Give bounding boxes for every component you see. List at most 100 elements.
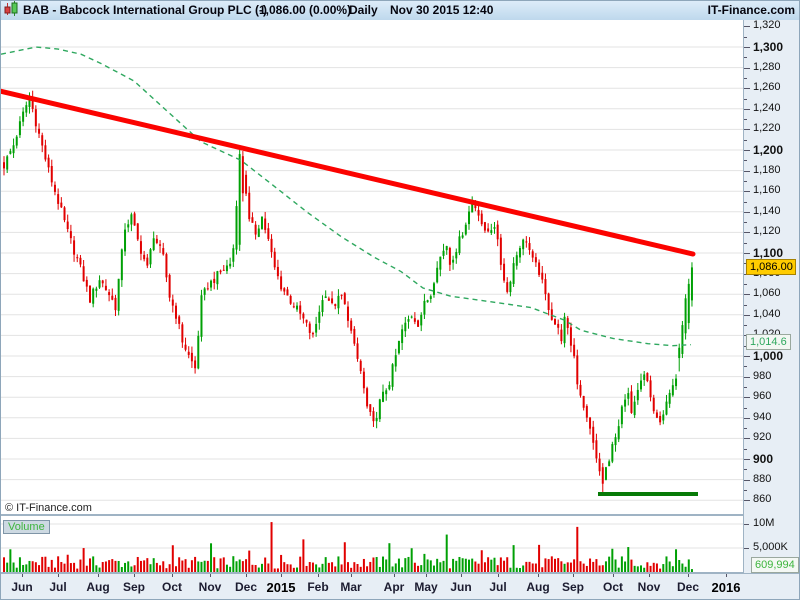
y-axis-label: 1,300 xyxy=(753,40,784,54)
axis-tick xyxy=(744,283,747,285)
axis-tick xyxy=(744,397,750,399)
axis-tick xyxy=(744,242,747,244)
price-chart[interactable]: © IT-Finance.com xyxy=(1,20,743,516)
y-axis-label: 980 xyxy=(753,369,772,382)
y-axis-label: 960 xyxy=(753,390,772,403)
axis-tick xyxy=(744,191,750,193)
y-axis-label: 1,100 xyxy=(753,246,784,260)
timeframe-label: Daily xyxy=(349,3,378,17)
y-axis-label: 1,000 xyxy=(753,349,784,363)
axis-tick xyxy=(613,574,614,577)
axis-tick xyxy=(744,211,750,213)
x-axis-label: Sep xyxy=(122,580,145,594)
volume-chart[interactable] xyxy=(1,518,743,573)
axis-tick xyxy=(744,314,750,316)
axis-tick xyxy=(351,574,352,577)
y-axis-label: 1,220 xyxy=(753,122,781,135)
axis-tick xyxy=(573,574,574,577)
axis-tick xyxy=(744,129,750,131)
x-axis-label: Oct xyxy=(602,580,623,594)
symbol-title: BAB - Babcock International Group PLC (-… xyxy=(23,3,268,17)
axis-tick xyxy=(394,574,395,577)
axis-tick xyxy=(744,139,747,141)
axis-tick xyxy=(744,366,747,368)
price-svg[interactable] xyxy=(1,20,743,514)
axis-tick xyxy=(744,232,750,234)
copyright-label: © IT-Finance.com xyxy=(5,502,92,514)
axis-tick xyxy=(744,489,747,491)
y-axis-label: 1,200 xyxy=(753,143,784,157)
x-axis-label: Nov xyxy=(637,580,661,594)
axis-tick xyxy=(744,448,747,450)
y-axis-label: 1,320 xyxy=(753,19,781,32)
axis-tick xyxy=(649,574,650,577)
axis-tick xyxy=(744,428,747,430)
y-axis-label: 860 xyxy=(753,493,772,506)
axis-tick xyxy=(688,574,689,577)
axis-tick xyxy=(744,98,747,100)
axis-tick xyxy=(210,574,211,577)
y-axis-label: 1,040 xyxy=(753,307,781,320)
title-bar: BAB - Babcock International Group PLC (-… xyxy=(1,1,799,21)
axis-tick xyxy=(744,180,747,182)
x-axis-label: Nov xyxy=(198,580,222,594)
x-axis-label: Jun xyxy=(450,580,472,594)
tab-volume[interactable]: Volume xyxy=(3,520,50,534)
axis-tick xyxy=(744,77,747,79)
axis-tick xyxy=(744,345,747,347)
volume-value-badge: 609,994 xyxy=(751,557,799,573)
axis-tick xyxy=(744,407,747,409)
x-axis-label: 2016 xyxy=(711,580,741,595)
x-axis-label: Sep xyxy=(561,580,584,594)
axis-tick xyxy=(726,574,727,577)
ma-line xyxy=(1,46,692,347)
volume-axis-label: 10M xyxy=(753,517,775,529)
axis-tick xyxy=(22,574,23,577)
y-axis-label: 1,140 xyxy=(753,204,781,217)
x-axis-label: Aug xyxy=(526,580,550,594)
axis-tick xyxy=(744,26,750,28)
x-axis-label: Oct xyxy=(161,580,182,594)
y-axis-label: 940 xyxy=(753,410,772,423)
axis-tick xyxy=(744,479,750,481)
axis-tick xyxy=(134,574,135,577)
axis-tick xyxy=(744,119,747,121)
ma-value-badge: 1,014.6 xyxy=(746,334,791,350)
last-price-badge: 1,086.00 xyxy=(746,259,796,275)
y-axis-label: 1,240 xyxy=(753,101,781,114)
axis-tick xyxy=(281,574,282,577)
volume-svg[interactable] xyxy=(1,518,743,572)
axis-tick xyxy=(461,574,462,577)
axis-tick xyxy=(744,57,747,59)
x-axis-label: Dec xyxy=(234,580,257,594)
axis-tick xyxy=(744,108,750,110)
x-axis-label: Mar xyxy=(340,580,362,594)
axis-tick xyxy=(246,574,247,577)
axis-tick xyxy=(744,150,750,151)
axis-tick xyxy=(744,67,750,69)
volume-axis-label: 5,000K xyxy=(753,541,788,553)
volume-bars-layer xyxy=(3,522,693,572)
axis-tick xyxy=(744,548,749,549)
axis-tick xyxy=(744,500,750,502)
axis-tick xyxy=(744,253,750,254)
time-x-axis: Jun Jul Aug Sep Oct Nov Dec 2015 Feb Mar Apr May Jun… xyxy=(1,573,799,599)
datetime-label: Nov 30 2015 12:40 xyxy=(390,3,494,17)
axis-tick xyxy=(744,160,747,162)
axis-tick xyxy=(498,574,499,577)
axis-tick xyxy=(744,222,747,224)
axis-tick xyxy=(744,201,747,203)
axis-tick xyxy=(318,574,319,577)
trendline xyxy=(1,88,696,257)
axis-tick xyxy=(744,88,750,90)
x-axis-label: 2015 xyxy=(266,580,296,595)
y-axis-label: 880 xyxy=(753,472,772,485)
axis-tick xyxy=(744,304,747,306)
axis-tick xyxy=(744,170,750,172)
axis-tick xyxy=(538,574,539,577)
x-axis-label: Aug xyxy=(86,580,110,594)
axis-tick xyxy=(744,47,750,48)
x-axis-label: May xyxy=(414,580,438,594)
axis-tick xyxy=(744,263,747,265)
